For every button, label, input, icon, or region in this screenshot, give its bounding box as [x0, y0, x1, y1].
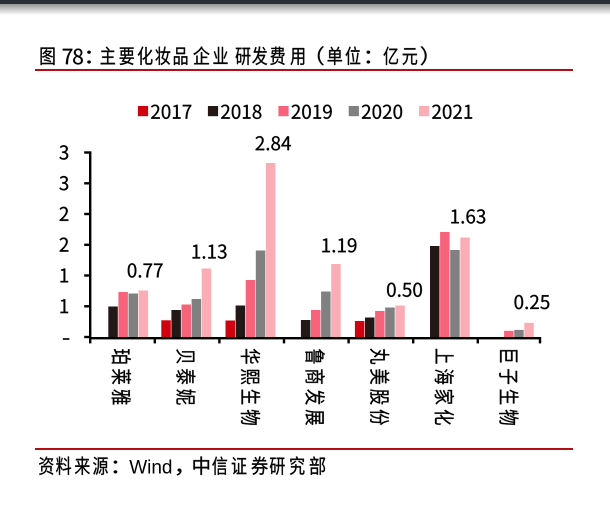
svg-text:Wind: Wind — [129, 457, 172, 478]
